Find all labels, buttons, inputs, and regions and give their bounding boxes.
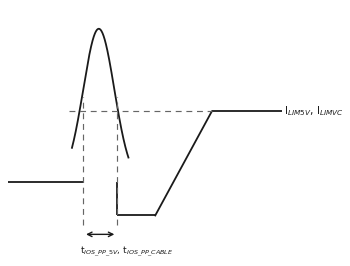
Text: t$_{IOS\_PP\_5V}$, t$_{IOS\_PP\_CABLE}$: t$_{IOS\_PP\_5V}$, t$_{IOS\_PP\_CABLE}$ bbox=[80, 245, 174, 259]
Text: I$_{LIM5V}$, I$_{LIMVC}$: I$_{LIM5V}$, I$_{LIMVC}$ bbox=[284, 105, 343, 118]
